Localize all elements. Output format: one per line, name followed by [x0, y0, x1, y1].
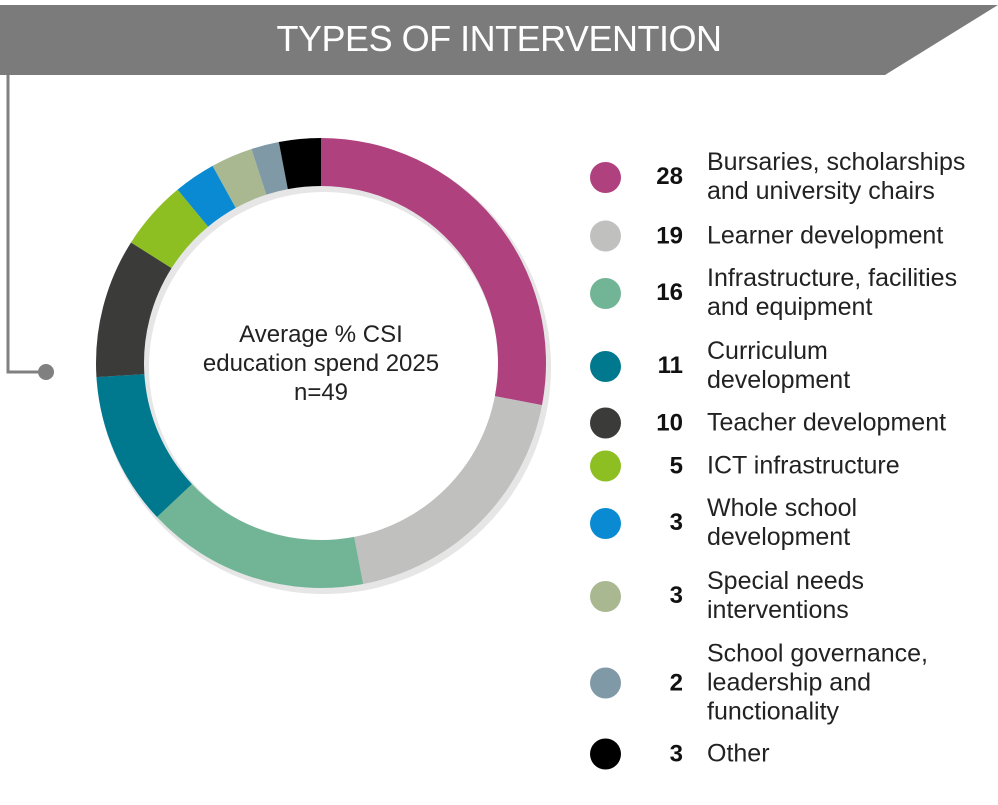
legend-value: 3 — [669, 582, 683, 609]
legend-value: 16 — [656, 279, 683, 306]
legend-value: 3 — [669, 740, 683, 767]
legend-value: 19 — [656, 222, 683, 249]
legend-value: 10 — [656, 409, 683, 436]
legend-item: 16 Infrastructure, facilities and equipme… — [590, 264, 998, 322]
legend-value: 2 — [669, 669, 683, 696]
legend-label: Curriculum development — [707, 337, 851, 394]
legend-value: 5 — [669, 452, 683, 479]
legend-item: 11 Curriculum development — [590, 337, 998, 395]
donut-segment-5 — [131, 189, 209, 269]
donut-chart — [96, 138, 551, 594]
legend-label: Bursaries, scholarships and university c… — [707, 148, 966, 205]
legend-swatch — [590, 580, 621, 612]
legend-item: 28 Bursaries, scholarships and university… — [590, 148, 998, 206]
legend-swatch — [590, 507, 621, 539]
legend-value: 3 — [669, 509, 683, 536]
legend-item: 2 School governance, leadership and funct… — [590, 640, 998, 727]
bracket-connector — [6, 75, 54, 380]
legend-label: Learner development — [707, 221, 944, 250]
legend-item: 3 Other — [590, 738, 998, 770]
legend-swatch — [590, 220, 621, 252]
legend-swatch — [590, 350, 621, 382]
donut-segment-3 — [96, 374, 192, 518]
donut-segment-0 — [321, 138, 546, 406]
legend-value: 11 — [657, 352, 683, 379]
donut-segment-2 — [156, 484, 364, 589]
legend-swatch — [590, 407, 621, 439]
header-banner — [0, 5, 998, 75]
legend-value: 28 — [656, 163, 683, 190]
donut-segment-7 — [212, 149, 267, 208]
donut-segment-8 — [251, 141, 288, 195]
legend-swatch — [590, 161, 621, 193]
donut-segment-6 — [177, 165, 236, 227]
legend-label: Infrastructure, facilities and equipment — [707, 264, 958, 321]
legend-label: Other — [707, 739, 770, 768]
donut-center-label: Average % CSI education spend 2025 n=49 — [202, 321, 440, 406]
legend-label: ICT infrastructure — [707, 451, 900, 480]
legend-label: Whole school development — [707, 494, 858, 551]
legend-item: 19 Learner development — [590, 220, 998, 252]
legend-label: Teacher development — [707, 408, 947, 437]
legend-item: 5 ICT infrastructure — [590, 450, 998, 482]
legend-swatch — [590, 450, 621, 482]
legend-item: 3 Whole school development — [590, 494, 998, 552]
legend-label: School governance, leadership and functi… — [707, 639, 928, 726]
legend-swatch — [590, 738, 621, 770]
donut-segment-9 — [278, 138, 321, 190]
legend-swatch — [590, 277, 621, 309]
legend-label: Special needs interventions — [707, 567, 865, 624]
legend-item: 3 Special needs interventions — [590, 567, 998, 625]
donut-segment-4 — [96, 242, 172, 378]
legend-item: 10 Teacher development — [590, 407, 998, 439]
legend-swatch — [590, 667, 621, 699]
page-title: TYPES OF INTERVENTION — [276, 18, 722, 59]
donut-segment-1 — [354, 396, 543, 585]
